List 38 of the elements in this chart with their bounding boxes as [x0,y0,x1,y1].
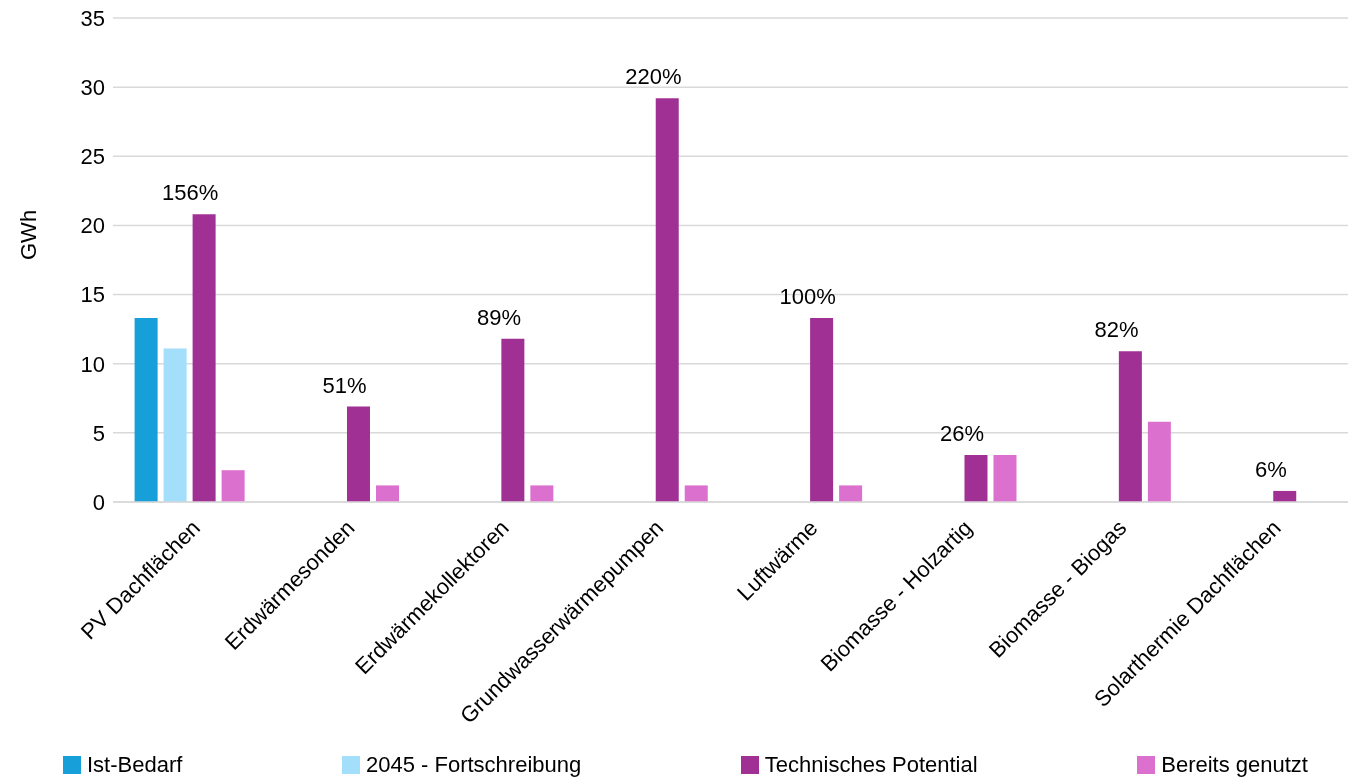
y-tick-label: 10 [80,351,105,377]
bar [501,338,525,502]
bar [221,470,245,502]
y-tick-label: 5 [92,420,105,446]
y-tick-label: 20 [80,213,105,239]
annotation: 6% [1254,456,1287,482]
bar [655,98,679,502]
bar [810,318,834,502]
bar [839,485,863,502]
y-tick-label: 15 [80,282,105,308]
bar [1273,490,1297,502]
annotation: 82% [1094,317,1139,343]
bar [684,485,708,502]
bar [1118,351,1142,502]
legend-label: Technisches Potential [763,752,978,778]
y-tick-label: 35 [80,5,105,31]
bar [375,485,399,502]
y-tick-label: 25 [80,144,105,170]
legend-label: 2045 - Fortschreibung [365,752,582,778]
annotation: 26% [940,420,985,446]
legend-label: Bereits genutzt [1160,752,1308,778]
bar [530,485,554,502]
legend-label: Ist-Bedarf [86,752,183,778]
annotation: 89% [476,304,521,330]
y-axis-title: GWh [15,209,41,260]
bar [346,406,370,502]
bar [993,454,1017,502]
bar [192,214,216,502]
annotation: 220% [625,64,682,90]
bar [134,318,158,502]
bar [163,348,187,502]
bar [964,454,988,502]
bar [1147,421,1171,502]
annotation: 100% [779,284,836,310]
y-tick-label: 0 [92,489,105,515]
annotation: 156% [162,180,219,206]
annotation: 51% [322,372,367,398]
y-tick-label: 30 [80,74,105,100]
